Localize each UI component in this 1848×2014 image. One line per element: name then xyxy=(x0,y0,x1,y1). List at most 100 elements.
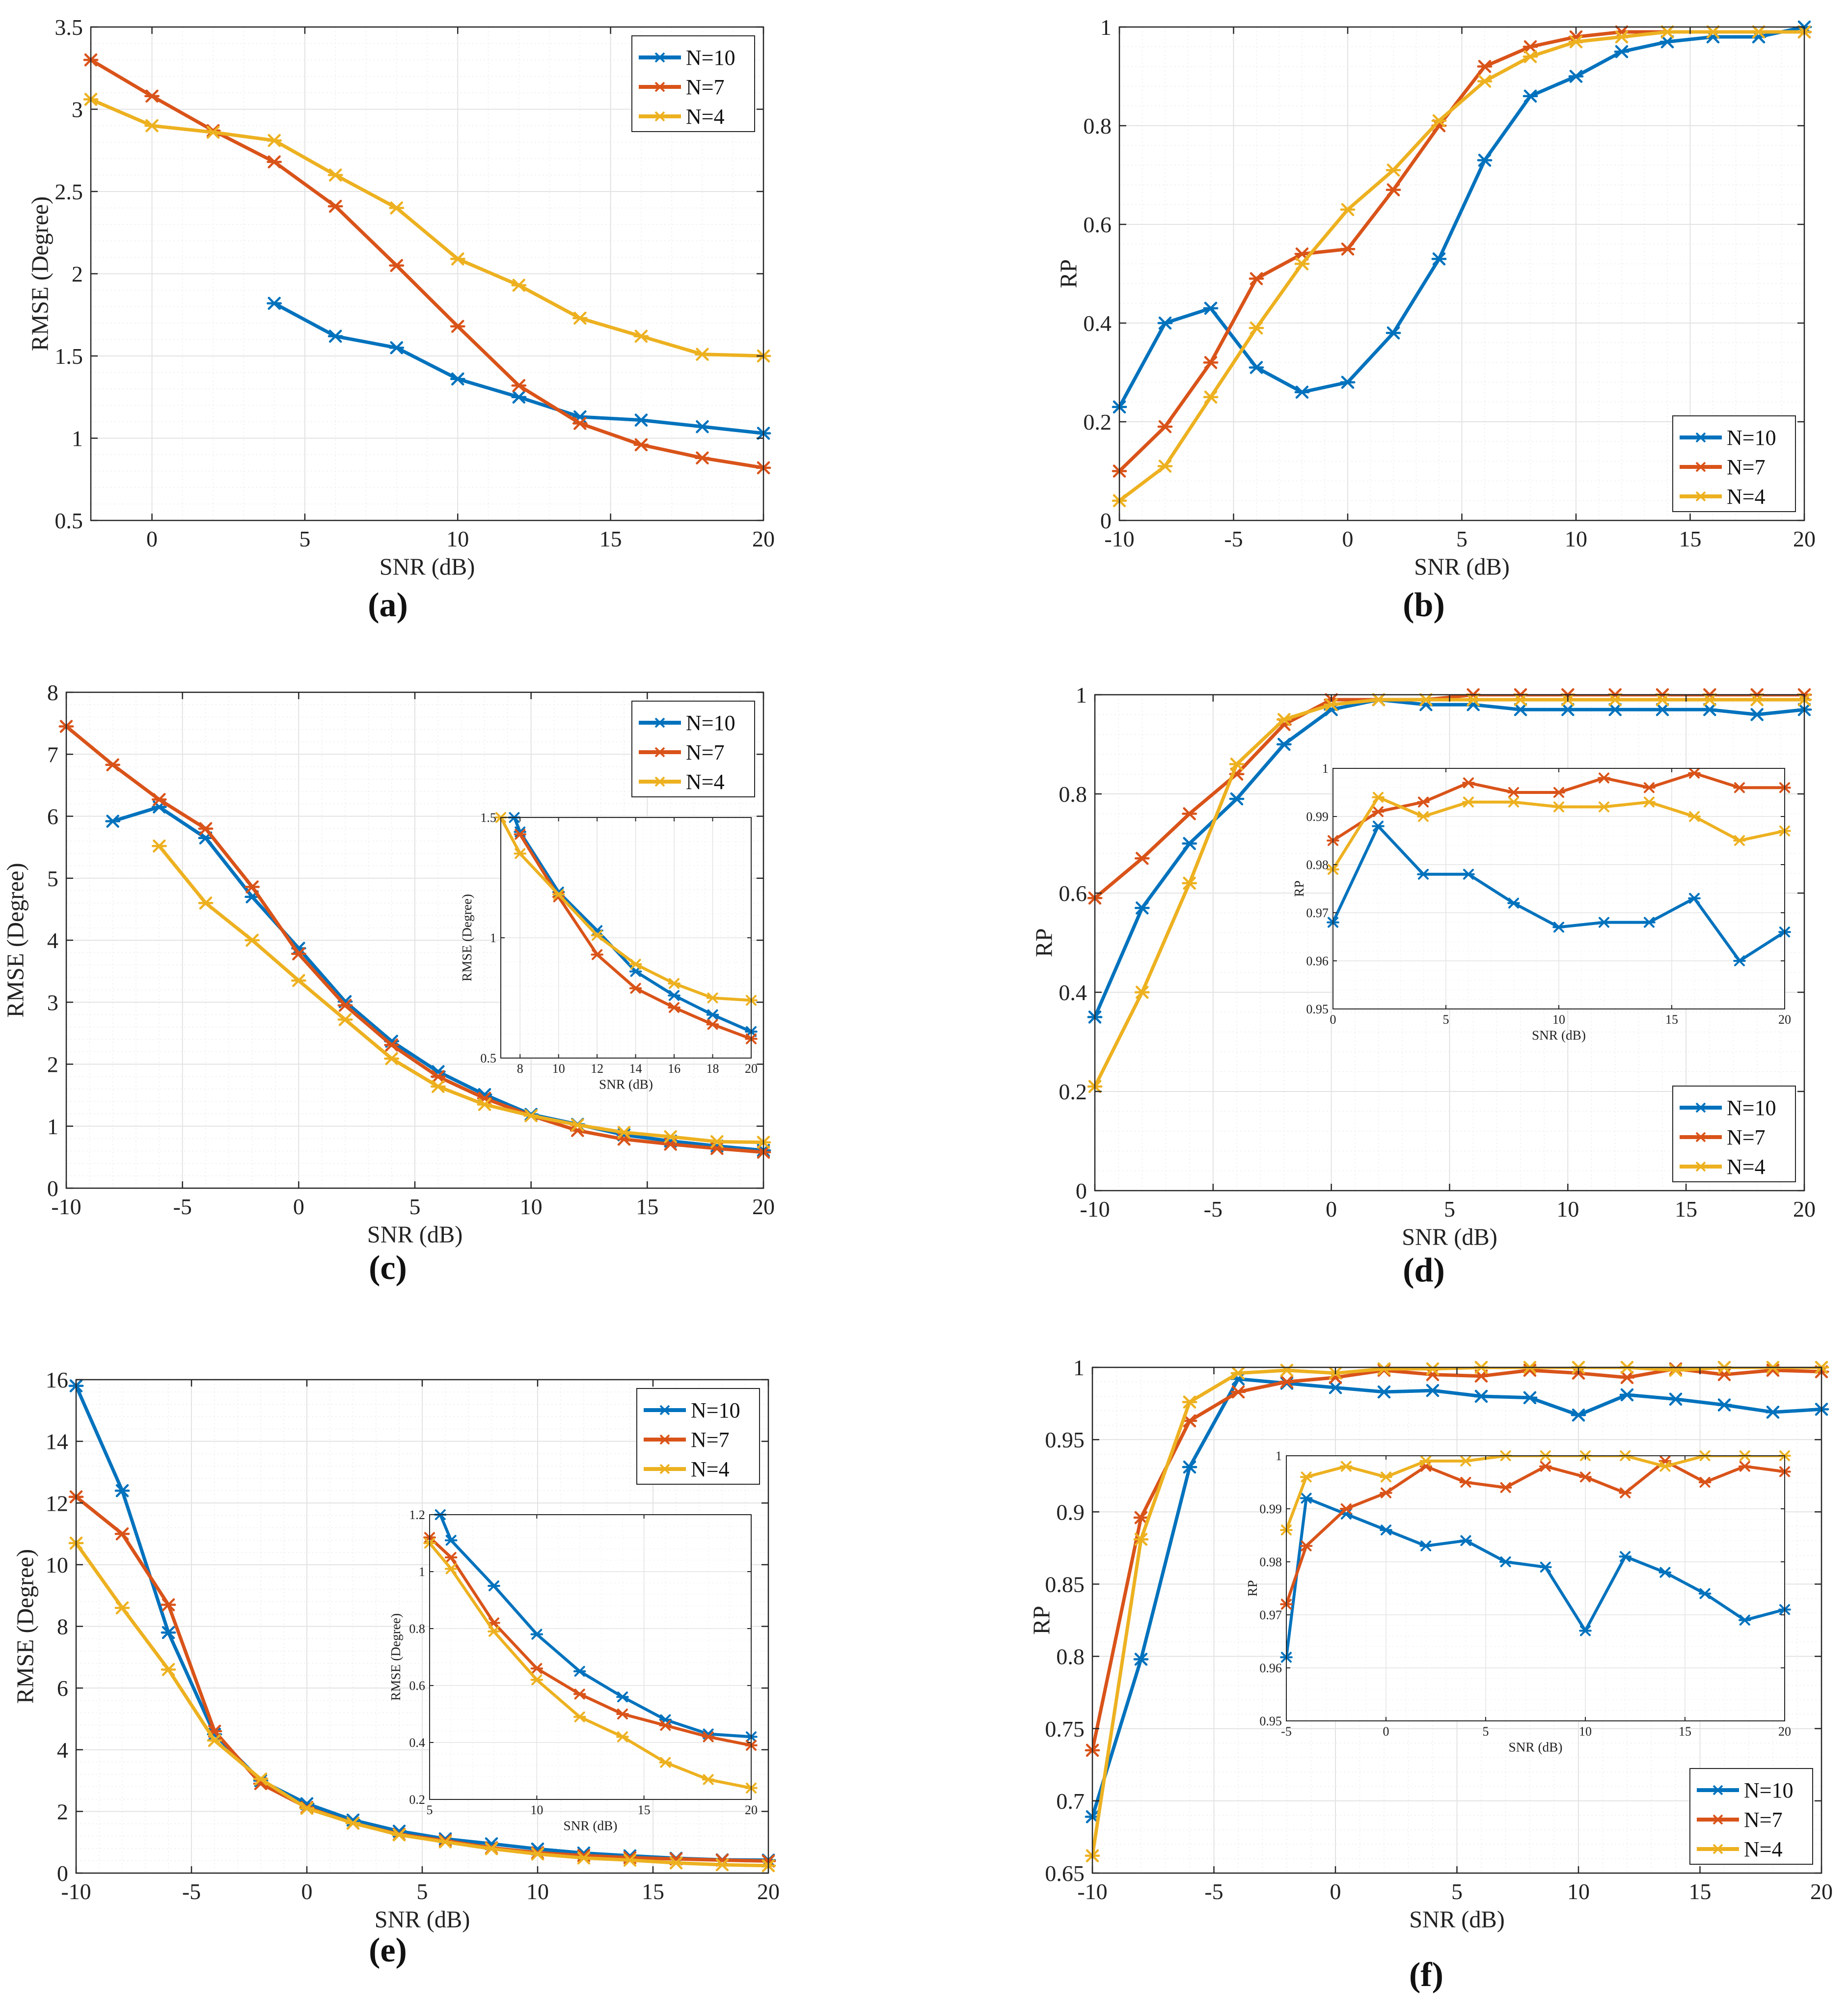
inset-y-tick-label: 0.97 xyxy=(1306,906,1329,920)
y-axis-label: RMSE (Degree) xyxy=(3,863,29,1017)
data-point xyxy=(291,974,306,987)
inset-x-tick-label: 10 xyxy=(530,1803,543,1817)
inset-x-tick-label: -5 xyxy=(1281,1724,1292,1739)
legend-marker xyxy=(654,747,665,758)
inset-y-tick-label: 1 xyxy=(419,1565,425,1579)
legend-item-N10: N=10 xyxy=(1680,1096,1776,1120)
data-point xyxy=(1522,50,1538,63)
series-N10 xyxy=(1112,20,1812,414)
legend-marker xyxy=(1695,462,1706,472)
y-tick-label: 2 xyxy=(57,1799,68,1824)
data-point xyxy=(668,1856,684,1870)
data-point xyxy=(695,348,710,361)
inset-x-tick-label: 20 xyxy=(745,1061,758,1076)
x-tick-label: -10 xyxy=(1104,526,1134,551)
inset-x-tick-label: 5 xyxy=(427,1803,433,1817)
data-point xyxy=(1614,30,1630,44)
x-tick-label: 5 xyxy=(1451,1879,1463,1904)
inset-data-point xyxy=(629,982,642,994)
inset-series-N10 xyxy=(1280,1493,1791,1663)
inset-data-point xyxy=(1507,898,1520,909)
data-point xyxy=(572,311,588,325)
inset-data-point xyxy=(488,1626,500,1637)
x-tick-label: 15 xyxy=(1679,526,1702,551)
data-point xyxy=(1522,89,1538,103)
y-tick-label: 1 xyxy=(1100,15,1112,40)
data-point xyxy=(345,1816,361,1830)
inset-y-tick-label: 0.99 xyxy=(1259,1502,1282,1516)
y-tick-label: 14 xyxy=(46,1429,68,1454)
inset-data-point xyxy=(1739,1461,1751,1472)
x-tick-label: -10 xyxy=(1080,1197,1110,1222)
data-point xyxy=(337,999,353,1012)
y-tick-label: 1 xyxy=(72,426,83,451)
inset-data-point xyxy=(1598,801,1610,813)
data-point xyxy=(484,1842,499,1855)
legend-item-N10: N=10 xyxy=(639,46,735,70)
y-axis-label: RP xyxy=(1029,1606,1055,1634)
data-point xyxy=(1659,35,1675,49)
y-axis-label: RP xyxy=(1032,928,1058,957)
data-point xyxy=(391,1828,407,1842)
data-point xyxy=(709,1135,725,1148)
y-tick-label: 0.4 xyxy=(1059,980,1087,1005)
x-tick-label: 10 xyxy=(520,1194,543,1219)
legend-marker xyxy=(659,1434,670,1445)
inset-data-point xyxy=(1688,767,1701,779)
inset-data-point xyxy=(659,1720,672,1731)
x-tick-label: 0 xyxy=(293,1194,304,1219)
inset-data-point xyxy=(1372,806,1385,817)
y-tick-label: 0 xyxy=(57,1861,68,1886)
inset-data-point xyxy=(514,848,527,859)
inset-x-axis-label: SNR (dB) xyxy=(564,1818,618,1833)
y-tick-label: 1 xyxy=(1073,1355,1085,1380)
legend-marker xyxy=(654,776,665,787)
legend-marker xyxy=(1695,1161,1706,1172)
inset-x-tick-label: 20 xyxy=(1778,1012,1791,1027)
y-tick-label: 7 xyxy=(47,742,58,767)
x-tick-label: 20 xyxy=(1810,1879,1833,1904)
legend: N=10 N=7 N=4 xyxy=(631,701,755,797)
inset-data-point xyxy=(1380,1524,1392,1536)
data-point xyxy=(1659,25,1675,39)
data-point xyxy=(1371,693,1386,707)
data-point xyxy=(1182,837,1197,850)
x-tick-label: 20 xyxy=(1793,526,1816,551)
series-N4 xyxy=(83,93,771,363)
inset-data-point xyxy=(591,930,603,941)
data-point xyxy=(1340,376,1356,389)
inset-data-point xyxy=(1739,1614,1751,1626)
y-tick-label: 0.5 xyxy=(54,508,83,533)
y-tick-label: 1 xyxy=(1076,682,1087,708)
inset-data-point xyxy=(1539,1461,1552,1472)
legend-item-N4: N=4 xyxy=(644,1457,730,1481)
inset-data-point xyxy=(552,889,565,900)
inset-data-point xyxy=(659,1757,672,1768)
series-line xyxy=(1119,27,1804,408)
y-tick-label: 0.2 xyxy=(1083,409,1112,435)
x-tick-label: -10 xyxy=(61,1879,91,1904)
y-tick-label: 4 xyxy=(57,1738,68,1763)
data-point xyxy=(1425,1384,1440,1397)
inset-series-line xyxy=(1286,1456,1785,1531)
panel-caption: (d) xyxy=(1403,1252,1445,1289)
data-point xyxy=(245,880,260,894)
legend-label: N=4 xyxy=(691,1457,730,1481)
x-tick-label: 0 xyxy=(1326,1197,1337,1222)
x-tick-label: 20 xyxy=(752,1194,775,1219)
y-tick-label: 2 xyxy=(47,1052,58,1077)
data-point xyxy=(105,815,121,828)
inset-data-point xyxy=(591,949,603,960)
x-axis-label: SNR (dB) xyxy=(1402,1224,1497,1250)
inset-data-point xyxy=(1733,782,1746,793)
y-tick-label: 6 xyxy=(57,1676,68,1701)
y-tick-label: 0.65 xyxy=(1045,1861,1085,1886)
inset-series-N7 xyxy=(1327,767,1791,846)
data-point xyxy=(1386,163,1401,177)
legend-label: N=7 xyxy=(1744,1808,1783,1832)
legend-label: N=10 xyxy=(686,46,735,70)
series-N7 xyxy=(58,720,771,1159)
data-point xyxy=(105,758,121,771)
data-point xyxy=(1294,385,1310,399)
